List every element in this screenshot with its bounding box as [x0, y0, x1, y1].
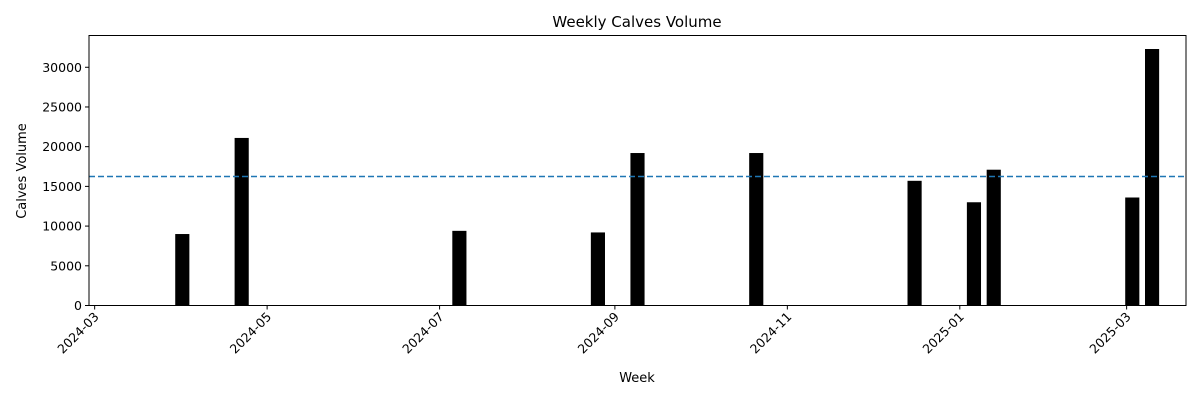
bar-7 — [966, 202, 982, 306]
y-tick-label-1: 5000 — [50, 258, 82, 273]
x-tick-label-3: 2024-09 — [574, 309, 622, 357]
y-axis-label: Calves Volume — [15, 123, 30, 219]
x-tick-label-2: 2024-07 — [399, 309, 447, 357]
x-axis-label: Week — [619, 371, 655, 386]
y-tick-label-5: 25000 — [42, 99, 82, 114]
bar-8 — [986, 169, 1001, 306]
bars-layer — [175, 49, 1160, 306]
y-tick-label-3: 15000 — [42, 179, 82, 194]
chart-title: Weekly Calves Volume — [552, 13, 721, 31]
x-tick-label-6: 2025-03 — [1086, 309, 1134, 357]
bar-0 — [175, 234, 190, 306]
x-axis: 2024-03 2024-05 2024-07 2024-09 2024-11 2025-… — [54, 305, 1134, 357]
y-tick-label-6: 30000 — [42, 60, 82, 75]
x-tick-label-1: 2024-05 — [227, 309, 275, 357]
x-tick-label-0: 2024-03 — [54, 309, 102, 357]
y-tick-label-4: 20000 — [42, 139, 82, 154]
x-tick-label-5: 2025-01 — [919, 309, 967, 357]
y-axis: 0 5000 10000 15000 20000 25000 30000 — [42, 60, 89, 313]
bar-3 — [590, 232, 605, 306]
bar-10 — [1145, 49, 1160, 306]
bar-1 — [234, 137, 249, 306]
bar-5 — [749, 153, 764, 306]
bar-6 — [907, 180, 922, 306]
bar-4 — [630, 153, 645, 306]
y-tick-label-0: 0 — [74, 298, 82, 313]
bar-9 — [1125, 197, 1140, 306]
bar-2 — [452, 230, 467, 306]
y-tick-label-2: 10000 — [42, 219, 82, 234]
x-tick-label-4: 2024-11 — [747, 309, 795, 357]
plot-frame — [88, 35, 1187, 306]
